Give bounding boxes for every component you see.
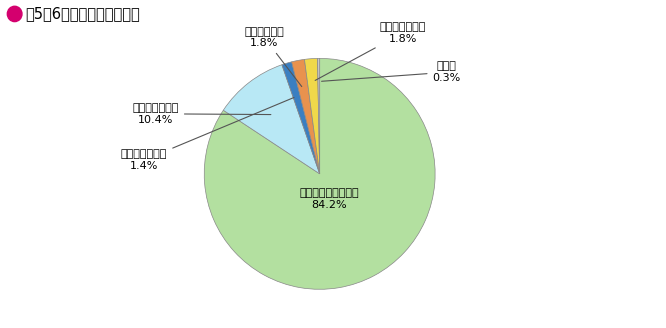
Wedge shape	[282, 62, 320, 174]
Wedge shape	[223, 65, 320, 174]
Text: その他
0.3%: その他 0.3%	[322, 61, 461, 83]
Ellipse shape	[7, 6, 22, 22]
Wedge shape	[204, 58, 435, 289]
Wedge shape	[292, 59, 320, 174]
Text: 復帰直後退職
1.8%: 復帰直後退職 1.8%	[244, 27, 302, 87]
Text: 休業失効後復帰
1.4%: 休業失効後復帰 1.4%	[121, 97, 294, 171]
Text: 休業取消後復帰
10.4%: 休業取消後復帰 10.4%	[133, 103, 271, 125]
Text: 休業期間満了後復帰
84.2%: 休業期間満了後復帰 84.2%	[299, 189, 359, 210]
Wedge shape	[318, 58, 320, 174]
Text: 休業期間中退職
1.8%: 休業期間中退職 1.8%	[315, 22, 426, 80]
Wedge shape	[304, 58, 320, 174]
Text: 図5－6　職務復帰等の状況: 図5－6 職務復帰等の状況	[25, 7, 140, 21]
